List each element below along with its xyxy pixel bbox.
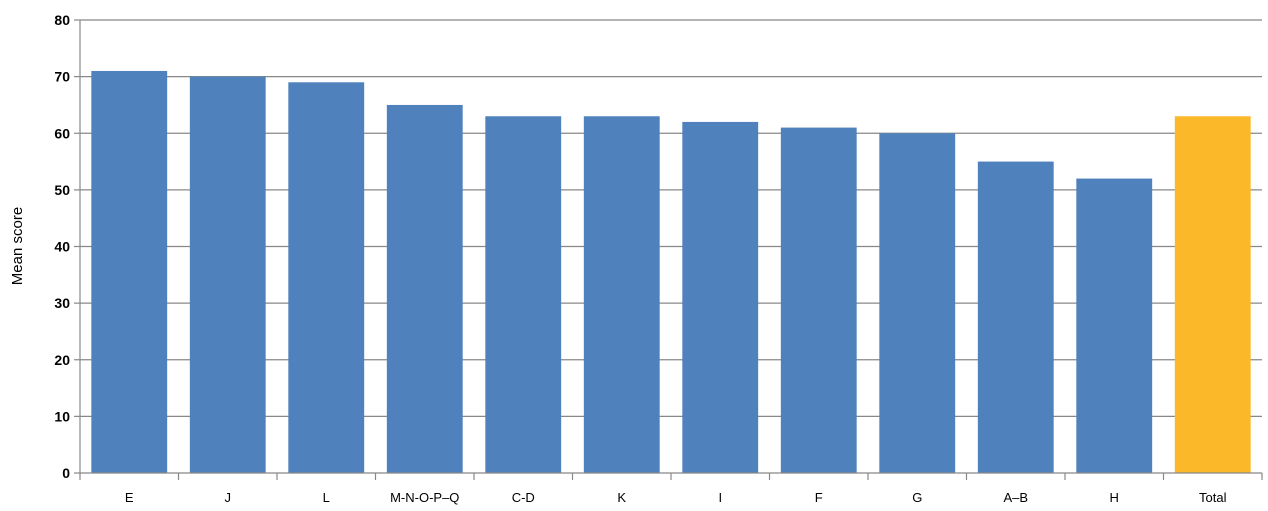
bar-f [780,127,857,474]
x-tick-label: E [125,490,134,505]
bar-e [91,70,168,474]
bar-a-b [977,161,1054,473]
x-tick-label: L [323,490,330,505]
y-tick-label: 10 [54,408,70,424]
bar-g [879,133,956,473]
bars [91,70,1251,474]
y-tick-label: 80 [54,12,70,28]
x-tick-label: F [815,490,823,505]
x-tick-label: H [1110,490,1119,505]
y-tick-label: 60 [54,125,70,141]
bar-j [189,76,266,473]
bar-c-d [485,116,562,473]
bar-m-n-o-p-q [386,104,463,473]
axes [74,19,1263,480]
y-tick-label: 0 [62,465,70,481]
x-tick-label: K [617,490,626,505]
bar-k [583,116,660,473]
x-tick-labels: E J L M-N-O-P–Q C-D K I F G A–B H Total [125,490,1227,505]
y-tick-label: 30 [54,295,70,311]
gridlines [80,19,1262,417]
x-tick-label: C-D [512,490,535,505]
y-tick-label: 70 [54,69,70,85]
y-tick-labels: 0 10 20 30 40 50 60 70 80 [54,12,70,481]
x-tick-label: Total [1199,490,1227,505]
bar-h [1076,178,1153,474]
bar-l [288,82,365,473]
x-tick-label: J [225,490,232,505]
y-tick-label: 20 [54,352,70,368]
bar-total [1174,116,1251,473]
x-tick-label: M-N-O-P–Q [390,490,459,505]
x-tick-label: G [912,490,922,505]
y-tick-label: 40 [54,239,70,255]
x-tick-label: A–B [1003,490,1028,505]
bar-i [682,121,759,474]
y-tick-label: 50 [54,182,70,198]
y-axis-label: Mean score [9,207,26,285]
x-tick-label: I [718,490,722,505]
